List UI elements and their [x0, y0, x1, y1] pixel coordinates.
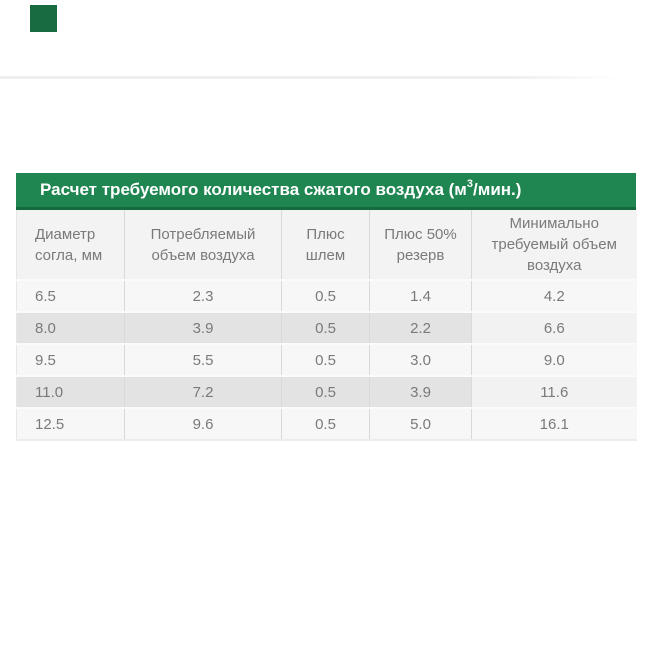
table-row: 6.5 2.3 0.5 1.4 4.2	[16, 279, 637, 312]
table-cell: 2.3	[124, 279, 282, 312]
table-cell: 0.5	[281, 407, 370, 441]
table-title-bar: Расчет требуемого количества сжатого воз…	[16, 173, 636, 210]
table-header-row: Диаметр согла, мм Потребляемый объем возд…	[16, 210, 637, 280]
air-calculation-block: Расчет требуемого количества сжатого воз…	[16, 173, 637, 441]
column-header-3: Плюс шлем	[281, 210, 370, 280]
table-row: 11.0 7.2 0.5 3.9 11.6	[16, 375, 637, 408]
section-divider-line	[0, 76, 622, 79]
air-requirements-table: Диаметр согла, мм Потребляемый объем возд…	[16, 210, 637, 441]
table-header: Диаметр согла, мм Потребляемый объем возд…	[16, 210, 637, 280]
superscript-3: 3	[466, 178, 474, 191]
column-header-4: Плюс 50% резерв	[369, 210, 472, 280]
green-square-logo	[30, 5, 57, 32]
table-title: Расчет требуемого количества сжатого воз…	[40, 178, 522, 199]
table-cell: 2.2	[369, 311, 472, 344]
table-row: 12.5 9.6 0.5 5.0 16.1	[16, 407, 637, 441]
table-cell: 6.5	[16, 279, 125, 312]
table-cell: 0.5	[281, 311, 370, 344]
table-cell: 0.5	[281, 375, 370, 408]
table-cell: 5.5	[124, 343, 282, 376]
column-header-1: Диаметр согла, мм	[16, 210, 125, 280]
table-cell: 5.0	[369, 407, 472, 441]
table-cell: 16.1	[471, 407, 637, 441]
table-row: 9.5 5.5 0.5 3.0 9.0	[16, 343, 637, 376]
table-cell: 7.2	[124, 375, 282, 408]
table-cell: 9.0	[471, 343, 637, 376]
table-cell: 4.2	[471, 279, 637, 312]
table-row: 8.0 3.9 0.5 2.2 6.6	[16, 311, 637, 344]
table-cell: 11.0	[16, 375, 125, 408]
table-body: 6.5 2.3 0.5 1.4 4.2 8.0 3.9 0.5 2.2 6.6 9.5 5.5 0.5 3…	[16, 279, 637, 441]
table-cell: 3.0	[369, 343, 472, 376]
table-cell: 9.6	[124, 407, 282, 441]
table-cell: 1.4	[369, 279, 472, 312]
table-cell: 8.0	[16, 311, 125, 344]
column-header-5: Минимально требуемый объем воздуха	[471, 210, 637, 280]
table-cell: 11.6	[471, 375, 637, 408]
table-cell: 3.9	[124, 311, 282, 344]
table-cell: 3.9	[369, 375, 472, 408]
table-cell: 9.5	[16, 343, 125, 376]
column-header-2: Потребляемый объем воздуха	[124, 210, 282, 280]
table-cell: 0.5	[281, 343, 370, 376]
table-cell: 12.5	[16, 407, 125, 441]
table-cell: 6.6	[471, 311, 637, 344]
table-cell: 0.5	[281, 279, 370, 312]
